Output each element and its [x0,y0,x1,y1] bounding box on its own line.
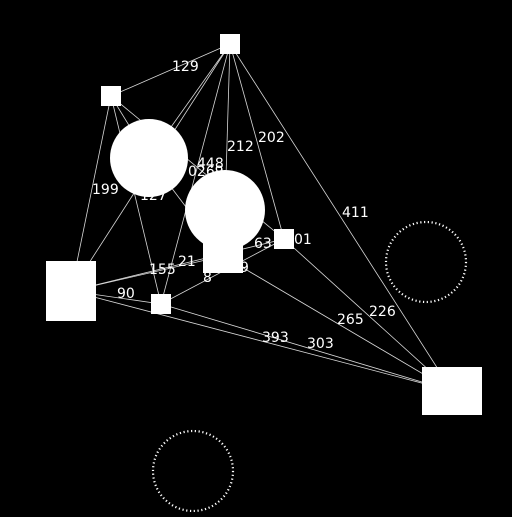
node-square-H [151,294,171,314]
edge-label: 393 [262,330,289,346]
node-circle-C [110,119,188,197]
edge-label: 01 [294,232,312,248]
node-layer [46,34,482,513]
edge-label: 21 [178,254,196,270]
edge-B-G [70,95,112,292]
edge-label: 411 [342,205,369,221]
edge-A-H [160,43,231,305]
edge-G-F [70,238,285,292]
node-ring-K [151,429,235,513]
edge-F-I [283,238,453,392]
edge-label: 212 [227,139,254,155]
node-square-I [422,367,482,415]
edge-label: 199 [92,182,119,198]
node-square-E [203,239,243,273]
edge-label: 265 [337,312,364,328]
edge-label: 129 [172,59,199,75]
node-square-B [101,86,121,106]
node-circle-D [185,170,265,250]
edge-label: 63 [254,236,272,252]
edge-A-I [229,43,453,392]
edge-label: 448 [197,156,224,172]
node-square-F [274,229,294,249]
edge-label: 155 [149,262,176,278]
edge-label: 90 [117,286,135,302]
edge-label: 202 [258,130,285,146]
edge-H-I [160,303,453,392]
edge-label: 303 [307,336,334,352]
edge-layer [70,43,453,392]
edge-label: 127 [140,188,167,204]
label-layer: 129 202 212 448 0269 199 127 411 63 01 2… [92,59,396,352]
node-ring-J [384,220,468,304]
edge-A-B [110,43,231,97]
edge-label: 8 [203,270,212,286]
node-square-A [220,34,240,54]
edge-label: 0269 [188,164,224,180]
node-square-G [46,261,96,321]
edge-label: 226 [369,304,396,320]
edge-B-H [110,95,162,305]
edge-A-F [229,43,285,240]
edge-label: 9 [240,260,249,276]
edge-E-I [222,255,453,392]
edge-G-I [70,290,453,392]
